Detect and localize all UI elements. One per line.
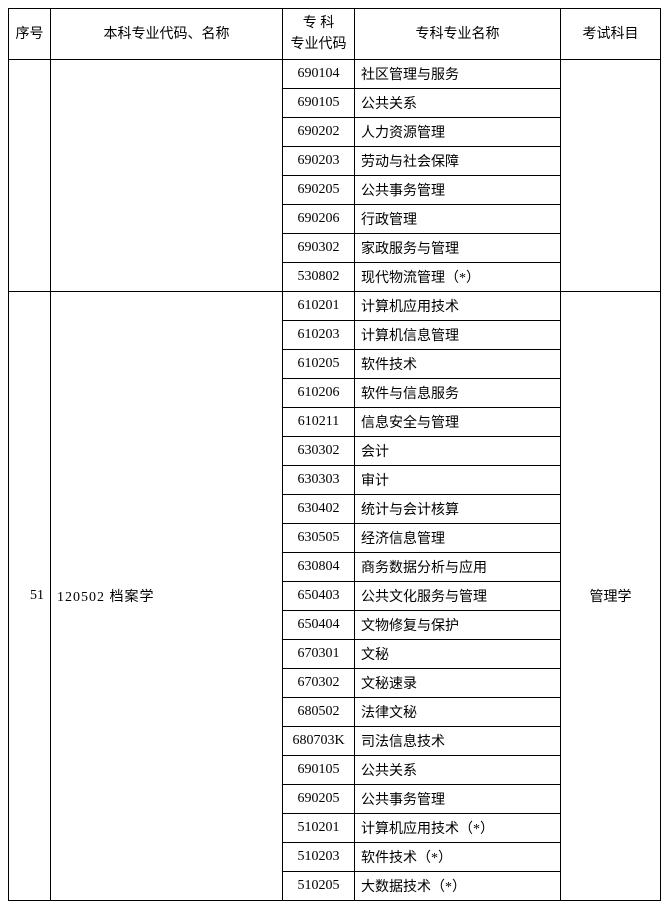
table-row: 690104社区管理与服务 — [9, 60, 661, 89]
spname-cell: 文秘 — [355, 640, 561, 669]
spname-cell: 计算机应用技术 — [355, 292, 561, 321]
exam-cell-empty — [561, 60, 661, 292]
spname-cell: 文物修复与保护 — [355, 611, 561, 640]
spname-cell: 计算机信息管理 — [355, 321, 561, 350]
spcode-cell: 690203 — [283, 147, 355, 176]
spname-cell: 现代物流管理（*） — [355, 263, 561, 292]
spname-cell: 文秘速录 — [355, 669, 561, 698]
header-ugcode: 本科专业代码、名称 — [51, 9, 283, 60]
spcode-cell: 670302 — [283, 669, 355, 698]
spcode-cell: 690104 — [283, 60, 355, 89]
spname-cell: 会计 — [355, 437, 561, 466]
spname-cell: 软件技术（*） — [355, 843, 561, 872]
spcode-cell: 510201 — [283, 814, 355, 843]
spname-cell: 公共关系 — [355, 89, 561, 118]
spname-cell: 公共文化服务与管理 — [355, 582, 561, 611]
table-row: 51120502 档案学610201计算机应用技术管理学 — [9, 292, 661, 321]
spname-cell: 社区管理与服务 — [355, 60, 561, 89]
spcode-cell: 630302 — [283, 437, 355, 466]
spname-cell: 软件技术 — [355, 350, 561, 379]
spname-cell: 大数据技术（*） — [355, 872, 561, 901]
spcode-cell: 610206 — [283, 379, 355, 408]
header-spname: 专科专业名称 — [355, 9, 561, 60]
spcode-cell: 610205 — [283, 350, 355, 379]
exam-cell: 管理学 — [561, 292, 661, 901]
spcode-cell: 690205 — [283, 176, 355, 205]
ugcode-cell: 120502 档案学 — [51, 292, 283, 901]
ugcode-cell-empty — [51, 60, 283, 292]
spname-cell: 软件与信息服务 — [355, 379, 561, 408]
spname-cell: 公共关系 — [355, 756, 561, 785]
spcode-cell: 610211 — [283, 408, 355, 437]
spcode-cell: 650403 — [283, 582, 355, 611]
spcode-cell: 630505 — [283, 524, 355, 553]
spcode-cell: 510205 — [283, 872, 355, 901]
spname-cell: 公共事务管理 — [355, 785, 561, 814]
spcode-cell: 530802 — [283, 263, 355, 292]
spcode-cell: 690206 — [283, 205, 355, 234]
spcode-cell: 630804 — [283, 553, 355, 582]
spname-cell: 经济信息管理 — [355, 524, 561, 553]
spcode-cell: 630303 — [283, 466, 355, 495]
spname-cell: 法律文秘 — [355, 698, 561, 727]
header-spcode-line2: 专业代码 — [291, 37, 347, 52]
spcode-cell: 670301 — [283, 640, 355, 669]
spcode-cell: 610201 — [283, 292, 355, 321]
seq-cell: 51 — [9, 292, 51, 901]
spname-cell: 商务数据分析与应用 — [355, 553, 561, 582]
seq-cell-empty — [9, 60, 51, 292]
spcode-cell: 680703K — [283, 727, 355, 756]
spname-cell: 司法信息技术 — [355, 727, 561, 756]
spname-cell: 计算机应用技术（*） — [355, 814, 561, 843]
spcode-cell: 680502 — [283, 698, 355, 727]
spcode-cell: 650404 — [283, 611, 355, 640]
header-spcode: 专 科 专业代码 — [283, 9, 355, 60]
spcode-cell: 690105 — [283, 756, 355, 785]
spname-cell: 劳动与社会保障 — [355, 147, 561, 176]
spcode-cell: 690205 — [283, 785, 355, 814]
spcode-cell: 510203 — [283, 843, 355, 872]
header-seq: 序号 — [9, 9, 51, 60]
spname-cell: 信息安全与管理 — [355, 408, 561, 437]
spname-cell: 审计 — [355, 466, 561, 495]
spcode-cell: 610203 — [283, 321, 355, 350]
spname-cell: 公共事务管理 — [355, 176, 561, 205]
spname-cell: 统计与会计核算 — [355, 495, 561, 524]
spcode-cell: 630402 — [283, 495, 355, 524]
spname-cell: 人力资源管理 — [355, 118, 561, 147]
spcode-cell: 690202 — [283, 118, 355, 147]
spname-cell: 行政管理 — [355, 205, 561, 234]
spcode-cell: 690302 — [283, 234, 355, 263]
header-spcode-line1: 专 科 — [303, 16, 335, 31]
spname-cell: 家政服务与管理 — [355, 234, 561, 263]
spcode-cell: 690105 — [283, 89, 355, 118]
major-table: 序号 本科专业代码、名称 专 科 专业代码 专科专业名称 考试科目 690104… — [8, 8, 661, 901]
header-exam: 考试科目 — [561, 9, 661, 60]
